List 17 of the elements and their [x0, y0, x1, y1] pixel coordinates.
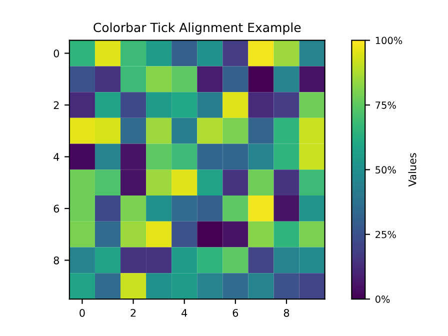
y-tick-label: 6 — [54, 204, 60, 213]
x-tick-label: 6 — [232, 308, 238, 317]
color-bar-label: 0% — [375, 296, 390, 303]
color-bar-label: 50% — [376, 166, 396, 174]
y-tick-label: 2 — [54, 101, 59, 109]
y-tick-label: 4 — [54, 153, 60, 161]
y-tick-label: 0 — [54, 49, 60, 58]
color-bar-label: 75% — [376, 101, 396, 109]
chart-title: Colorbar Tick Alignment Example — [94, 22, 301, 35]
x-tick-label: 4 — [182, 309, 188, 317]
x-tick-label: 0 — [80, 308, 85, 317]
color-bar-label: 100% — [376, 36, 402, 44]
x-tick-label: 2 — [130, 308, 136, 317]
color-bar-title: Values — [408, 153, 416, 187]
color-bar-label: 25% — [376, 230, 396, 238]
y-tick-label: 8 — [54, 256, 60, 264]
x-tick-label: 8 — [284, 308, 290, 317]
